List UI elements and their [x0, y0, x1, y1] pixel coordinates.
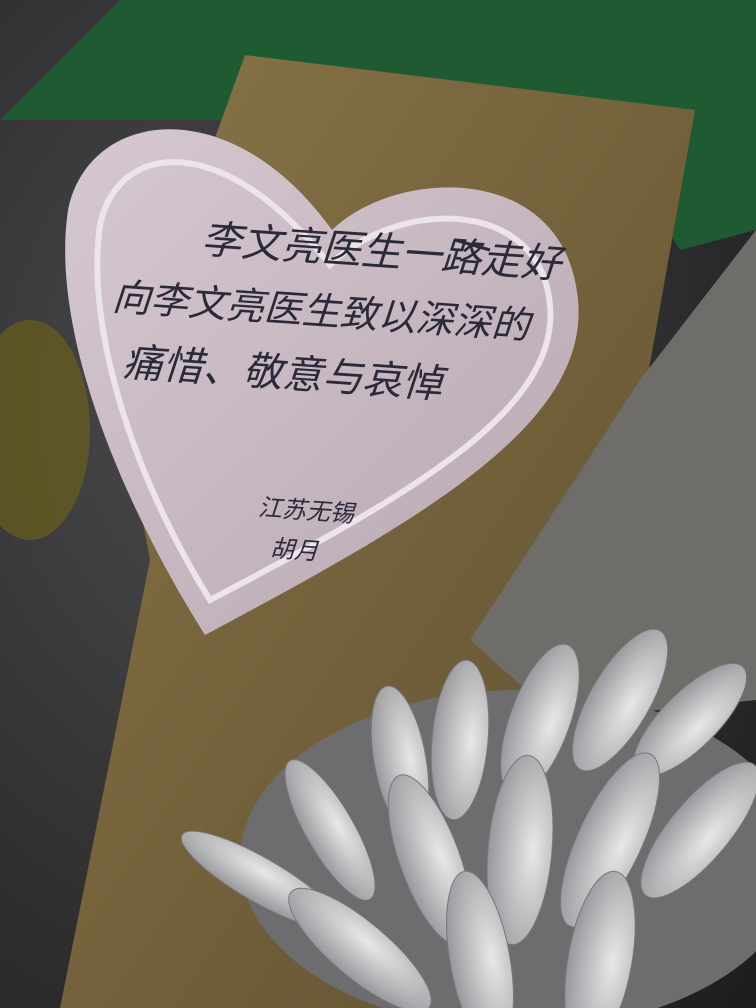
- heart-card: [65, 129, 579, 635]
- green-paper: [0, 0, 756, 250]
- yellow-flower: [0, 320, 90, 540]
- signature: 胡月: [269, 534, 320, 565]
- chrysanthemum: [180, 628, 756, 1008]
- white-paper: [470, 230, 756, 720]
- signature: 江苏无锡: [257, 493, 358, 528]
